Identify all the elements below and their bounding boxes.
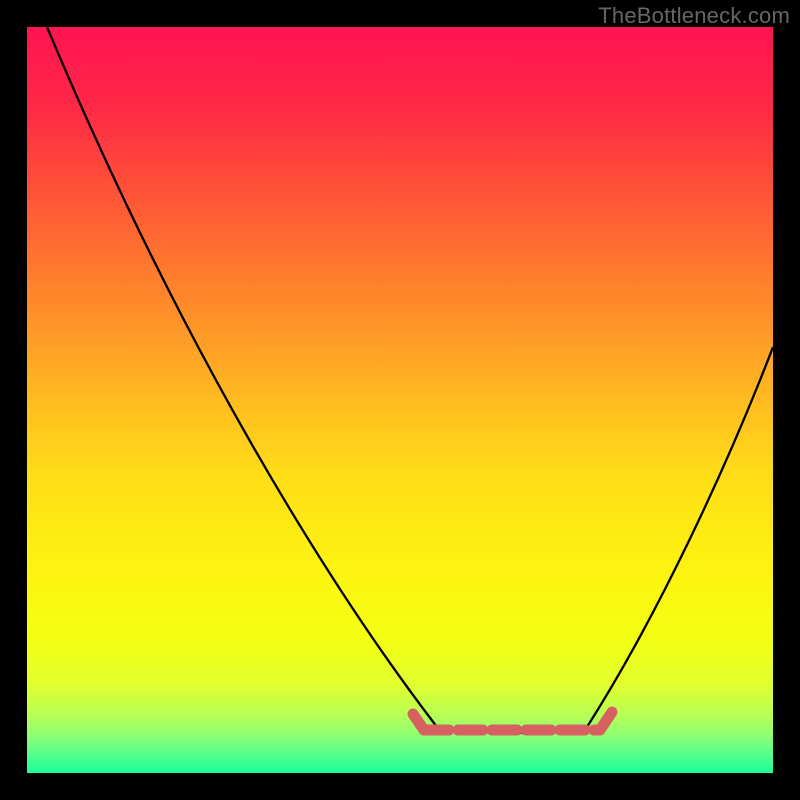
bottleneck-chart <box>27 27 773 773</box>
chart-container: TheBottleneck.com <box>0 0 800 800</box>
watermark-text: TheBottleneck.com <box>598 3 790 29</box>
gradient-background <box>27 27 773 773</box>
